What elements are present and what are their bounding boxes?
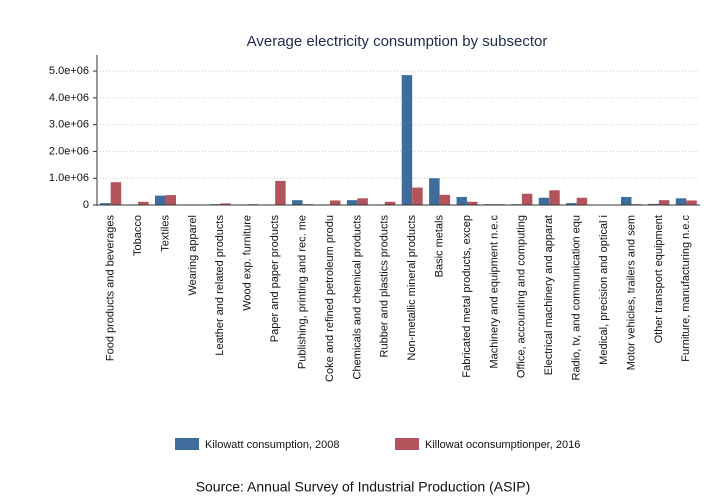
bar (412, 187, 423, 205)
bar (675, 198, 687, 205)
x-tick-label: Coke and refined petroleum produ (324, 215, 336, 382)
bar (384, 201, 396, 205)
x-tick-label: Textiles (159, 215, 171, 252)
bar (329, 200, 341, 205)
x-tick-label: Furniture, manufacturing n.e.c (680, 215, 692, 362)
bar (220, 203, 231, 205)
x-tick-label: Chemicals and chemical products (351, 215, 363, 380)
bar (467, 201, 478, 205)
x-tick-label: Tobacco (132, 215, 144, 256)
bar (346, 200, 358, 205)
bar (357, 198, 368, 205)
bar (110, 182, 122, 205)
bar (538, 197, 550, 205)
bar (658, 200, 670, 205)
x-tick-label: Office, accounting and computing (516, 215, 528, 378)
x-tick-label: Food products and beverages (105, 215, 117, 362)
x-tick-label: Motor vehicles, trailers and sem (625, 215, 637, 370)
source-note: Source: Annual Survey of Industrial Prod… (196, 479, 531, 495)
x-tick-label: Radio, tv, and communication equ (571, 215, 583, 381)
bar (686, 200, 697, 205)
x-tick-label: Basic metals (434, 215, 446, 278)
x-tick-label: Leather and related products (214, 215, 226, 356)
bar (401, 75, 413, 205)
y-tick-label: 2.0e+06 (49, 145, 89, 157)
x-tick-label: Electrical machinery and apparat (543, 215, 555, 375)
bar (456, 196, 468, 205)
bar (576, 197, 588, 205)
y-tick-label: 5.0e+06 (49, 65, 89, 77)
x-tick-label: Other transport equipment (653, 215, 665, 343)
bar (648, 203, 659, 205)
legend-swatch (175, 438, 199, 450)
bar (165, 195, 177, 205)
x-tick-label: Fabricated metal products, excep (461, 215, 473, 378)
y-tick-label: 4.0e+06 (49, 92, 89, 104)
y-tick-label: 3.0e+06 (49, 119, 89, 131)
bar (566, 203, 577, 205)
x-tick-label: Wearing apparel (187, 215, 199, 296)
bar (429, 178, 440, 205)
bar (138, 201, 149, 205)
bar (275, 180, 286, 205)
x-tick-label: Non-metallic mineral products (406, 215, 418, 361)
x-tick-label: Rubber and plastics products (379, 215, 391, 358)
x-tick-label: Wood exp. furniture (242, 215, 254, 311)
bar (549, 190, 560, 205)
chart-title: Average electricity consumption by subse… (247, 33, 548, 50)
bar (155, 195, 166, 205)
y-tick-label: 0 (83, 199, 89, 211)
x-tick-label: Publishing, printing and rec. me (296, 215, 308, 369)
bar (292, 200, 303, 205)
bar (439, 194, 451, 205)
bar (521, 193, 533, 205)
bar (620, 196, 632, 205)
bar (100, 203, 111, 205)
x-tick-label: Medical, precision and optical i (598, 215, 610, 365)
legend-label: Kilowatt consumption, 2008 (205, 439, 340, 451)
legend-label: Killowat oconsumptionper, 2016 (425, 439, 580, 451)
x-tick-label: Paper and paper products (269, 215, 281, 343)
legend-swatch (395, 438, 419, 450)
y-tick-label: 1.0e+06 (49, 172, 89, 184)
x-tick-label: Machinery and equipment n.e.c (488, 215, 500, 369)
